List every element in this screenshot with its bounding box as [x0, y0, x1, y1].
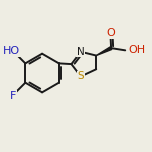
- Text: F: F: [10, 91, 17, 101]
- Text: HO: HO: [3, 46, 20, 56]
- Polygon shape: [96, 47, 112, 55]
- Text: N: N: [77, 47, 85, 57]
- Text: OH: OH: [128, 45, 145, 55]
- Text: O: O: [106, 28, 115, 38]
- Text: S: S: [78, 71, 84, 81]
